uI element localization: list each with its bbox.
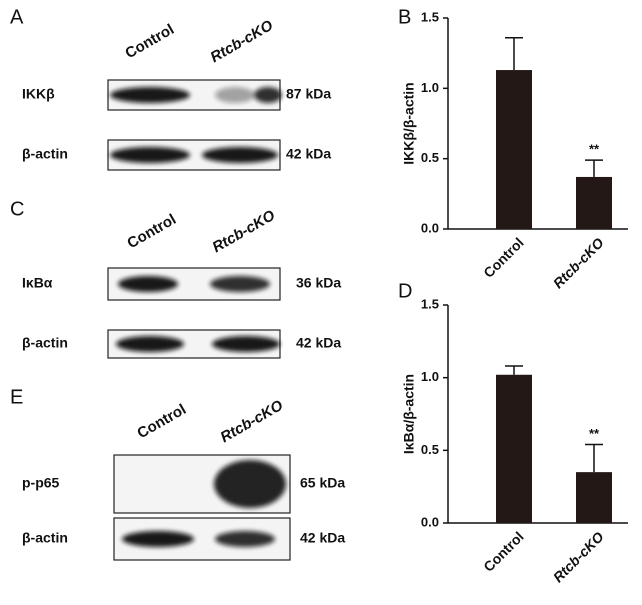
y-tick-label: 1.0: [421, 369, 439, 384]
size-label: 65 kDa: [300, 475, 345, 491]
bar: [576, 472, 612, 523]
lane-label: Control: [134, 401, 189, 442]
y-tick-label: 0.0: [421, 514, 439, 529]
y-axis-label: IκBα/β-actin: [401, 374, 417, 454]
y-tick-label: 0.0: [421, 220, 439, 235]
row-label: IκBα: [22, 275, 53, 291]
y-tick-label: 1.5: [421, 9, 439, 24]
size-label: 42 kDa: [300, 530, 345, 546]
bar: [496, 374, 532, 523]
size-label: 42 kDa: [286, 146, 331, 162]
x-tick-label: Rtcb-cKO: [550, 528, 607, 585]
band: [214, 460, 286, 508]
y-axis-label: IKKβ/β-actin: [401, 82, 417, 164]
y-tick-label: 1.5: [421, 296, 439, 311]
bar: [576, 176, 612, 229]
panel-letter: A: [10, 6, 24, 28]
lane-label: Rtcb-cKO: [208, 17, 277, 66]
row-label: β-actin: [22, 530, 68, 546]
panel-letter: D: [398, 280, 412, 302]
y-tick-label: 0.5: [421, 442, 439, 457]
y-tick-label: 1.0: [421, 80, 439, 95]
row-label: IKKβ: [22, 86, 55, 102]
bar: [496, 70, 532, 230]
row-label: β-actin: [22, 335, 68, 351]
band: [212, 336, 280, 352]
band: [215, 531, 275, 547]
panel-letter: B: [398, 6, 411, 28]
band: [110, 147, 190, 163]
lane-label: Rtcb-cKO: [218, 397, 287, 446]
band: [122, 531, 194, 547]
band: [116, 336, 184, 352]
lane-label: Control: [124, 211, 179, 252]
row-label: p-p65: [22, 475, 60, 491]
row-label: β-actin: [22, 146, 68, 162]
x-tick-label: Control: [480, 528, 527, 575]
lane-label: Control: [122, 21, 177, 62]
band: [210, 276, 270, 292]
band: [118, 276, 178, 292]
panel-letter: C: [10, 198, 24, 220]
band: [110, 87, 190, 103]
size-label: 42 kDa: [296, 335, 341, 351]
x-tick-label: Rtcb-cKO: [550, 234, 607, 291]
size-label: 87 kDa: [286, 86, 331, 102]
band: [254, 87, 282, 103]
band: [215, 87, 255, 103]
x-tick-label: Control: [480, 234, 527, 281]
y-tick-label: 0.5: [421, 150, 439, 165]
lane-label: Rtcb-cKO: [210, 207, 279, 256]
significance: **: [589, 142, 600, 157]
band: [202, 147, 278, 163]
significance: **: [589, 426, 600, 441]
panel-letter: E: [10, 386, 23, 408]
size-label: 36 kDa: [296, 275, 341, 291]
